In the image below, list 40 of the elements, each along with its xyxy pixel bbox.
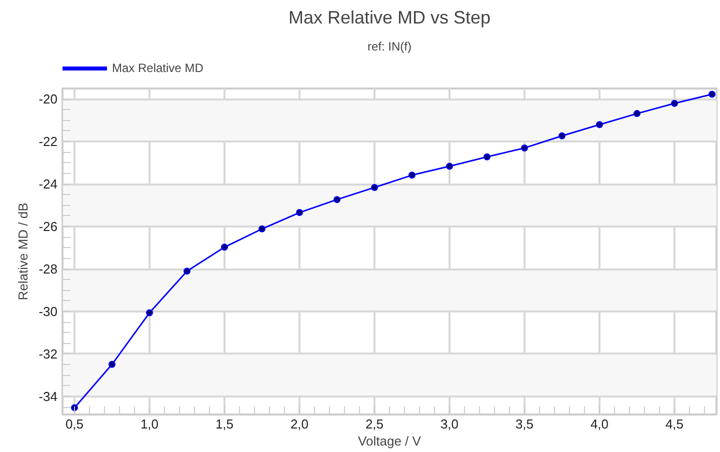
point [596,121,603,128]
y-tick-label: -24 [38,176,58,192]
point [296,209,303,216]
point [558,132,566,140]
x-tick-label: 1,5 [215,416,234,432]
y-tick-label: -28 [38,262,58,277]
point [521,144,528,152]
y-tick-label: -30 [38,304,58,319]
chart-subtitle: ref: IN(f) [368,40,412,54]
point [484,153,490,160]
point [446,162,453,170]
point [108,360,116,368]
point [371,184,378,191]
x-tick-label: 2,0 [290,416,309,432]
point [634,110,640,118]
x-tick-label: 2,5 [365,416,384,432]
point [184,268,190,275]
point [671,100,678,107]
x-tick-label: 4,5 [665,416,684,432]
legend-label: Max Relative MD [112,61,204,75]
point [408,172,416,179]
x-tick-label: 3,5 [515,416,534,432]
point [708,90,716,98]
point [71,404,78,412]
chart-title: Max Relative MD vs Step [288,8,491,28]
y-axis-title: Relative MD / dB [16,202,31,300]
y-tick-label: -26 [38,219,58,234]
y-tick-label: -32 [38,346,58,362]
point [334,196,340,204]
y-tick-label: -20 [38,92,58,107]
x-tick-label: 1,0 [140,416,159,432]
x-tick-label: 0,5 [65,416,84,432]
point [221,244,228,251]
x-axis-title: Voltage / V [358,434,422,448]
point [258,225,266,232]
x-tick-label: 4,0 [590,416,609,432]
y-tick-label: -34 [38,388,58,404]
point [146,309,153,316]
x-tick-label: 3,0 [440,416,459,432]
y-tick-label: -22 [38,134,58,150]
